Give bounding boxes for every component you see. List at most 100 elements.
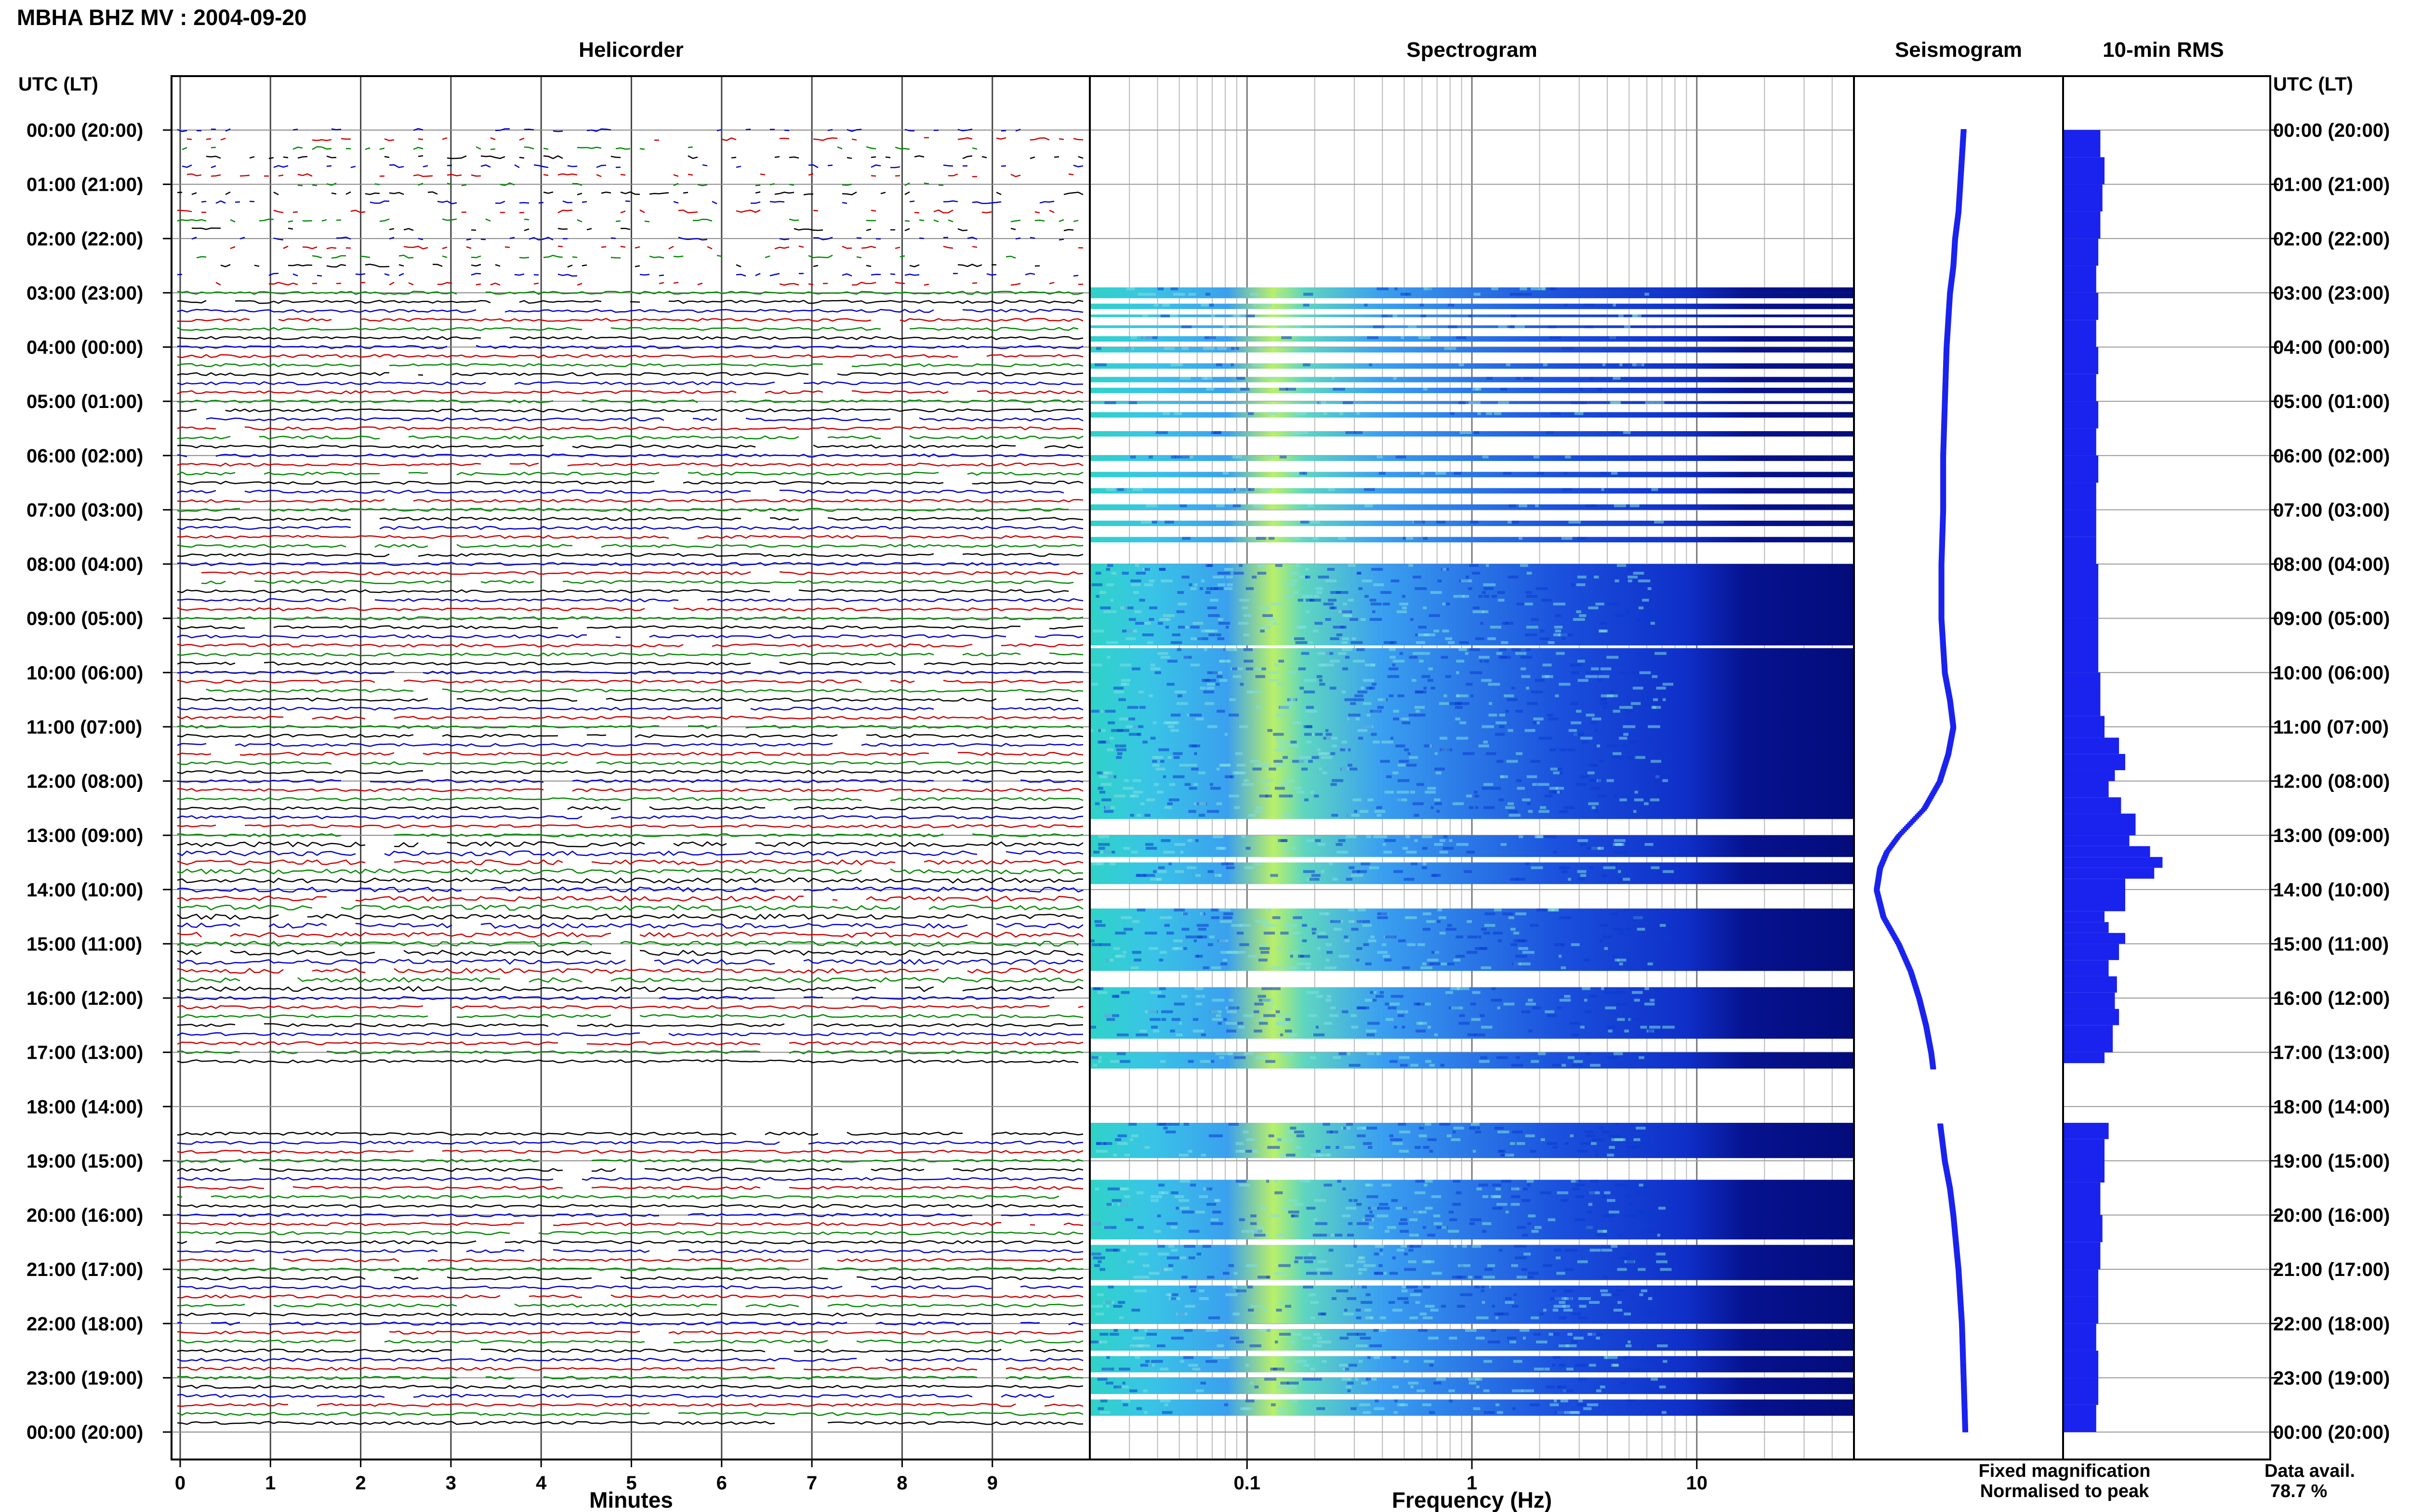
spectrogram-speckle — [1430, 1308, 1439, 1312]
spectrogram-speckle — [1312, 537, 1319, 540]
spectrogram-speckle — [1407, 916, 1417, 920]
spectrogram-speckle — [1579, 614, 1587, 617]
spectrogram-speckle — [1377, 1214, 1389, 1218]
spectrogram-speckle — [1305, 568, 1309, 571]
spectrogram-speckle — [1595, 810, 1599, 813]
spectrogram-speckle — [1611, 431, 1618, 434]
seismogram-mark — [1959, 1324, 1965, 1327]
spectrogram-speckle — [1322, 1407, 1325, 1410]
seismogram-mark — [1956, 1283, 1962, 1286]
seismogram-mark — [1961, 1410, 1968, 1413]
seismogram-mark — [1906, 965, 1912, 969]
spectrogram-speckle — [1444, 347, 1456, 350]
spectrogram-speckle — [1164, 347, 1175, 350]
seismogram-mark — [1957, 194, 1963, 197]
spectrogram-speckle — [1299, 686, 1304, 690]
seismogram-mark — [1946, 313, 1952, 316]
spectrogram-speckle — [1602, 1195, 1606, 1198]
seismogram-mark — [1881, 856, 1888, 860]
seismogram-mark — [1947, 285, 1954, 289]
spectrogram-speckle — [1230, 1337, 1239, 1340]
spectrogram-speckle — [1328, 599, 1337, 602]
seismogram-mark — [1928, 1053, 1934, 1057]
seismogram-mark — [1902, 957, 1908, 960]
spectrogram-speckle — [1555, 1411, 1564, 1414]
spectrogram-speckle — [1414, 1210, 1422, 1214]
spectrogram-speckle — [1375, 1245, 1384, 1248]
spectrogram-speckle — [1414, 520, 1425, 524]
spectrogram-speckle — [1161, 1018, 1166, 1021]
spectrogram-speckle — [1658, 1207, 1666, 1210]
spectrogram-speckle — [1551, 908, 1555, 912]
seismogram-mark — [1911, 980, 1917, 984]
spectrogram-speckle — [1584, 1010, 1592, 1013]
seismogram-mark — [1941, 1156, 1947, 1159]
seismogram-mark — [1958, 1310, 1964, 1314]
spectrogram-speckle — [1607, 1154, 1614, 1157]
seismogram-mark — [1952, 239, 1958, 243]
spectrogram-speckle — [1290, 740, 1297, 744]
seismogram-mark — [1945, 689, 1951, 692]
spectrogram-speckle — [1252, 767, 1262, 771]
rms-bar — [2063, 672, 2101, 716]
spectrogram-speckle — [1405, 763, 1417, 767]
spectrogram-speckle — [1366, 835, 1371, 839]
spectrogram-speckle — [1496, 652, 1502, 655]
spectrogram-speckle — [1286, 702, 1294, 705]
spectrogram-speckle — [1188, 1364, 1198, 1367]
spectrogram-speckle — [1276, 1308, 1282, 1312]
spectrogram-speckle — [1326, 1154, 1331, 1157]
spectrogram-speckle — [1107, 1187, 1120, 1191]
spectrogram-speckle — [1498, 325, 1508, 329]
spectrogram-speckle — [1151, 1360, 1163, 1363]
spectrogram-speckle — [1314, 794, 1319, 798]
spectrogram-speckle — [1548, 641, 1555, 644]
spectrogram-speckle — [1320, 663, 1331, 667]
spectrogram-band — [1090, 1329, 1854, 1351]
seismogram-mark — [1939, 544, 1945, 547]
seismogram-mark — [1922, 806, 1928, 809]
rms-bar — [2063, 1215, 2103, 1242]
spectrogram-speckle — [1114, 794, 1126, 798]
spectrogram-speckle — [1163, 614, 1175, 617]
spectrogram-speckle — [1456, 1191, 1462, 1195]
spectrogram-speckle — [1170, 729, 1179, 732]
spectrogram-speckle — [1393, 870, 1403, 873]
seismogram-mark — [1947, 1192, 1954, 1195]
seismogram-mark — [1944, 332, 1950, 336]
spectrogram-speckle — [1536, 721, 1540, 724]
spectrogram-speckle — [1184, 626, 1189, 629]
spectrogram-speckle — [1647, 962, 1653, 966]
helicorder-trace — [201, 571, 1084, 576]
spectrogram-speckle — [1374, 1272, 1384, 1275]
seismogram-mark — [1920, 1014, 1927, 1018]
spectrogram-speckle — [1122, 1249, 1126, 1252]
helicorder-trace — [177, 381, 1084, 385]
spectrogram-speckle — [1613, 928, 1623, 931]
spectrogram-speckle — [1510, 1203, 1520, 1206]
spectrogram-speckle — [1217, 637, 1225, 640]
spectrogram-speckle — [1090, 1341, 1099, 1344]
seismogram-mark — [1927, 796, 1933, 800]
spectrogram-speckle — [1113, 1304, 1123, 1308]
seismogram-mark — [1951, 252, 1957, 256]
spectrogram-speckle — [1504, 694, 1514, 697]
seismogram-mark — [1959, 1338, 1966, 1341]
spectrogram-speckle — [1344, 935, 1348, 939]
spectrogram-speckle — [1274, 663, 1279, 667]
seismogram-mark — [1890, 933, 1896, 936]
spectrogram-speckle — [1128, 1123, 1137, 1126]
spectrogram-speckle — [1206, 686, 1215, 690]
spectrogram-speckle — [1241, 835, 1246, 839]
spectrogram-speckle — [1218, 1022, 1222, 1025]
spectrogram-speckle — [1325, 1146, 1331, 1149]
spectrogram-speckle — [1281, 336, 1292, 339]
hour-label-right: 04:00 (00:00) — [2273, 337, 2390, 358]
spectrogram-speckle — [1352, 1285, 1358, 1288]
spectrogram-speckle — [1500, 1154, 1505, 1157]
seismogram-mark — [1941, 663, 1947, 666]
spectrogram-speckle — [1293, 932, 1300, 935]
spectrogram-speckle — [1167, 756, 1172, 759]
spectrogram-speckle — [1244, 779, 1250, 782]
spectrogram-speckle — [1171, 1297, 1177, 1300]
